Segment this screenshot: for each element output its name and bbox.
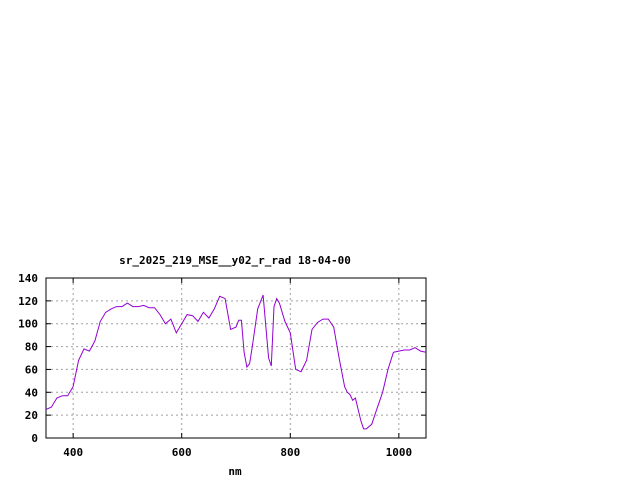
- y-tick-label: 0: [31, 432, 38, 445]
- series: [45, 294, 427, 430]
- y-tick-label: 40: [25, 386, 38, 399]
- grid: [46, 278, 426, 438]
- x-axis-label: nm: [228, 465, 242, 478]
- x-tick-label: 400: [63, 446, 83, 459]
- y-tick-label: 140: [18, 272, 38, 285]
- y-tick-label: 20: [25, 409, 38, 422]
- chart-title: sr_2025_219_MSE__y02_r_rad 18-04-00: [119, 254, 351, 267]
- x-tick-label: 600: [172, 446, 192, 459]
- ticks: 0 20 40 60 80 100 120 140 400 600 800 1000: [18, 272, 426, 459]
- y-tick-label: 100: [18, 318, 38, 331]
- y-tick-label: 80: [25, 341, 38, 354]
- series-line: [45, 294, 427, 430]
- x-tick-label: 1000: [386, 446, 413, 459]
- x-tick-label: 800: [280, 446, 300, 459]
- plot-frame: [45, 277, 427, 439]
- y-tick-label: 120: [18, 295, 38, 308]
- y-tick-label: 60: [25, 363, 38, 376]
